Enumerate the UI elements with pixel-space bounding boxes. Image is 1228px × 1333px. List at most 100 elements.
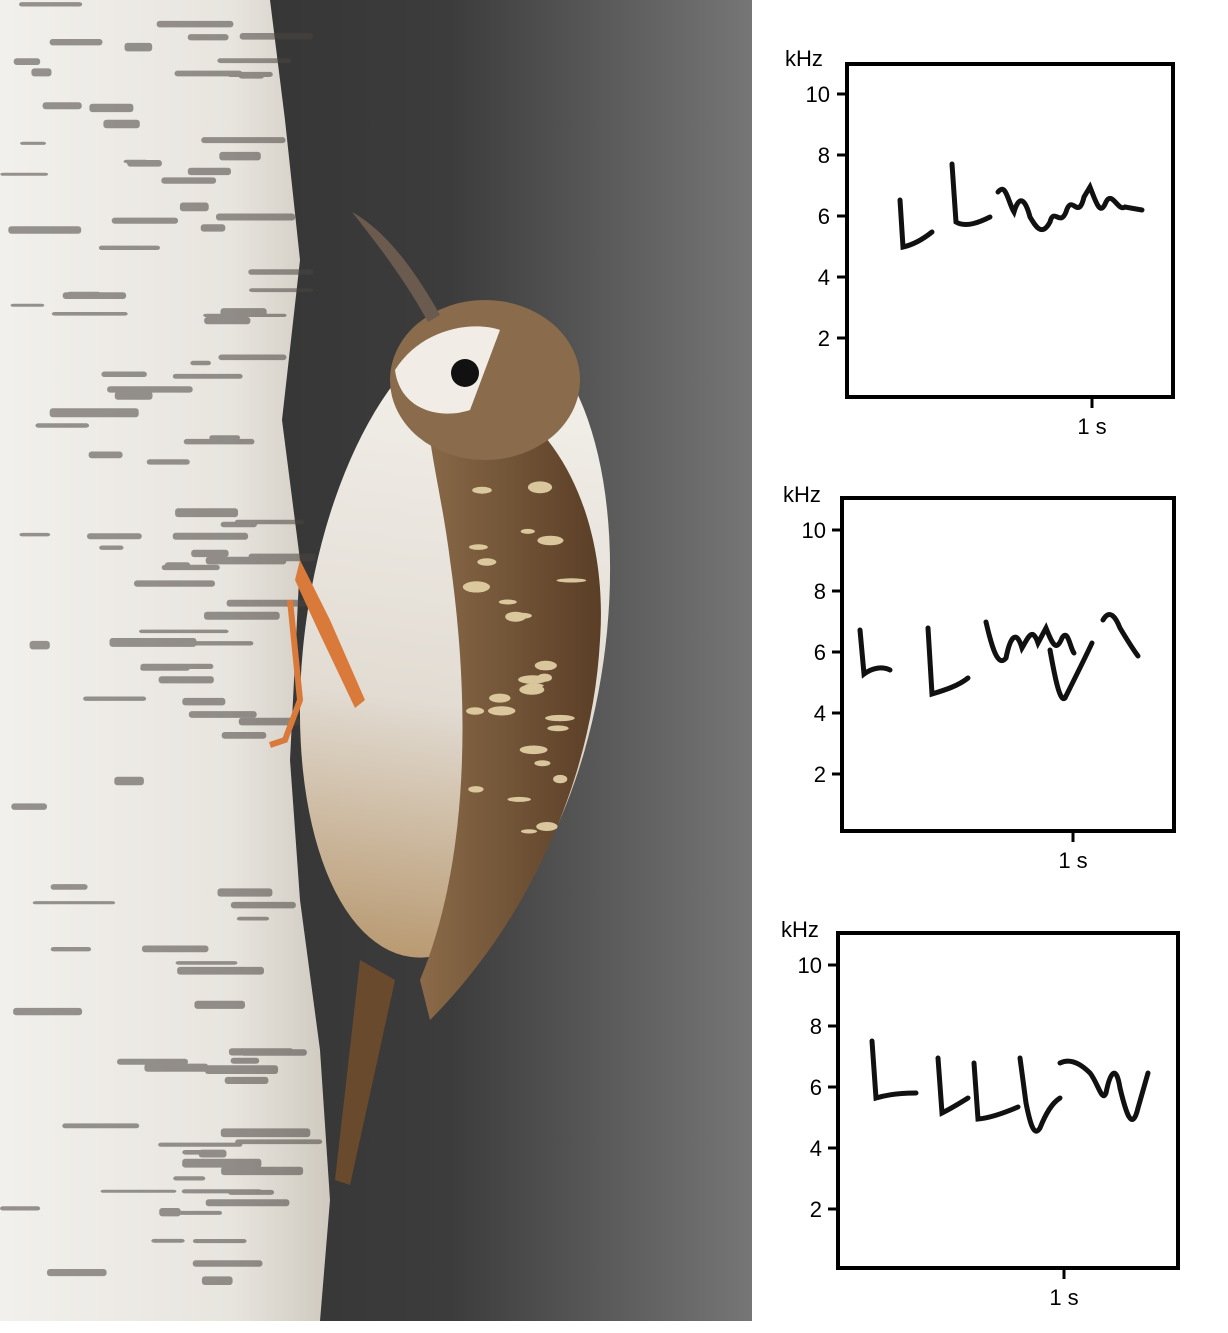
y-axis-ticks: 10 8 6 4 2 [802, 518, 842, 787]
bark-mark [226, 599, 307, 607]
bark-mark [185, 641, 254, 646]
wing-streak [534, 760, 551, 767]
bark-mark [124, 42, 153, 52]
bark-mark [32, 901, 116, 905]
plot-frame [845, 62, 1175, 399]
bark-mark [89, 103, 134, 113]
wing-streak [520, 528, 535, 534]
y-axis-ticks: 10 8 6 4 2 [806, 82, 847, 351]
wing-streak [520, 829, 538, 834]
bark-mark [159, 1208, 181, 1217]
wing-streak [534, 660, 557, 671]
bark-mark [173, 1176, 206, 1181]
bark-mark [218, 354, 287, 361]
bark-mark [190, 360, 211, 366]
bark-mark [99, 545, 124, 550]
bark-mark [217, 888, 273, 897]
bark-mark [50, 884, 88, 890]
wing-streak [466, 707, 485, 715]
bark-mark [219, 151, 261, 161]
bark-mark [224, 1076, 269, 1084]
bark-mark [200, 224, 226, 232]
bark-mark [183, 438, 255, 445]
song-trace [869, 1038, 1151, 1134]
y-tick-label: 6 [818, 204, 830, 229]
spectrogram-3-svg: kHz 10 8 6 4 2 1 s [781, 917, 1180, 1310]
bark-mark [216, 213, 296, 221]
bark-mark [182, 1158, 262, 1168]
bark-mark [100, 1189, 177, 1193]
wing-streak [469, 544, 488, 550]
y-axis-ticks: 10 8 6 4 2 [798, 953, 838, 1222]
bark-mark [101, 371, 147, 377]
wing-streak [507, 796, 531, 802]
x-axis-label: 1 s [1058, 848, 1087, 873]
bark-mark [19, 532, 51, 537]
bark-mark [35, 423, 90, 428]
bark-mark [172, 532, 249, 540]
bark-mark [0, 172, 49, 176]
spectrogram-1-svg: kHz 10 8 6 4 2 1 s [785, 46, 1175, 439]
plot-frame [840, 496, 1176, 833]
bark-mark [187, 34, 229, 41]
wing-streak [547, 725, 569, 732]
song-trace [857, 612, 1141, 702]
bark-mark [205, 1199, 290, 1207]
y-tick-label: 10 [798, 953, 822, 978]
spectrogram-panel-3: kHz 10 8 6 4 2 1 s [770, 913, 1210, 1333]
bark-mark [111, 217, 179, 224]
bark-mark [191, 549, 229, 558]
bark-mark [205, 556, 287, 565]
bark-mark [144, 1063, 209, 1072]
wing-streak [519, 745, 548, 755]
wing-streak [553, 774, 568, 784]
wing-streak [472, 486, 492, 494]
bark-mark [109, 638, 197, 647]
bark-mark [172, 373, 243, 379]
wing-streak [527, 481, 553, 494]
y-tick-label: 4 [814, 701, 826, 726]
y-tick-label: 4 [810, 1136, 822, 1161]
bark-mark [238, 74, 265, 79]
y-unit-label: kHz [785, 46, 823, 71]
bark-mark [230, 901, 296, 909]
bark-mark [188, 711, 257, 718]
bark-mark [235, 1139, 323, 1145]
bark-mark [221, 1166, 304, 1176]
bark-mark [204, 611, 280, 620]
bark-mark [8, 226, 82, 234]
bark-mark [103, 411, 124, 415]
bark-mark [98, 245, 160, 250]
bark-mark [198, 1149, 227, 1158]
wing-streak [489, 693, 511, 703]
bark-mark [49, 39, 103, 46]
wing-streak [524, 683, 544, 688]
bark-mark [204, 1065, 279, 1074]
x-axis-label: 1 s [1049, 1285, 1078, 1310]
y-tick-label: 6 [810, 1075, 822, 1100]
bark-mark [107, 386, 193, 393]
bark-mark [42, 102, 82, 110]
song-trace [897, 161, 1145, 251]
wing-streak [556, 578, 587, 583]
spectrogram-panel-1: kHz 10 8 6 4 2 1 s [770, 42, 1210, 462]
bark-mark [139, 629, 229, 634]
bark-mark [194, 1000, 245, 1009]
bark-mark [13, 1007, 83, 1016]
bark-mark [134, 580, 215, 587]
bark-mark [220, 521, 257, 528]
wing-streak [511, 612, 532, 619]
wing-streak [537, 535, 564, 546]
y-tick-label: 2 [810, 1197, 822, 1222]
bark-mark [201, 1276, 233, 1285]
bark-mark [174, 70, 243, 77]
bark-mark [217, 58, 292, 64]
bark-mark [19, 2, 83, 7]
bark-mark [141, 945, 209, 953]
bark-mark [88, 451, 123, 459]
bark-mark [20, 141, 46, 145]
y-tick-label: 2 [814, 762, 826, 787]
y-unit-label: kHz [783, 482, 821, 507]
bark-mark [228, 1048, 294, 1056]
plot-frame [836, 931, 1180, 1270]
